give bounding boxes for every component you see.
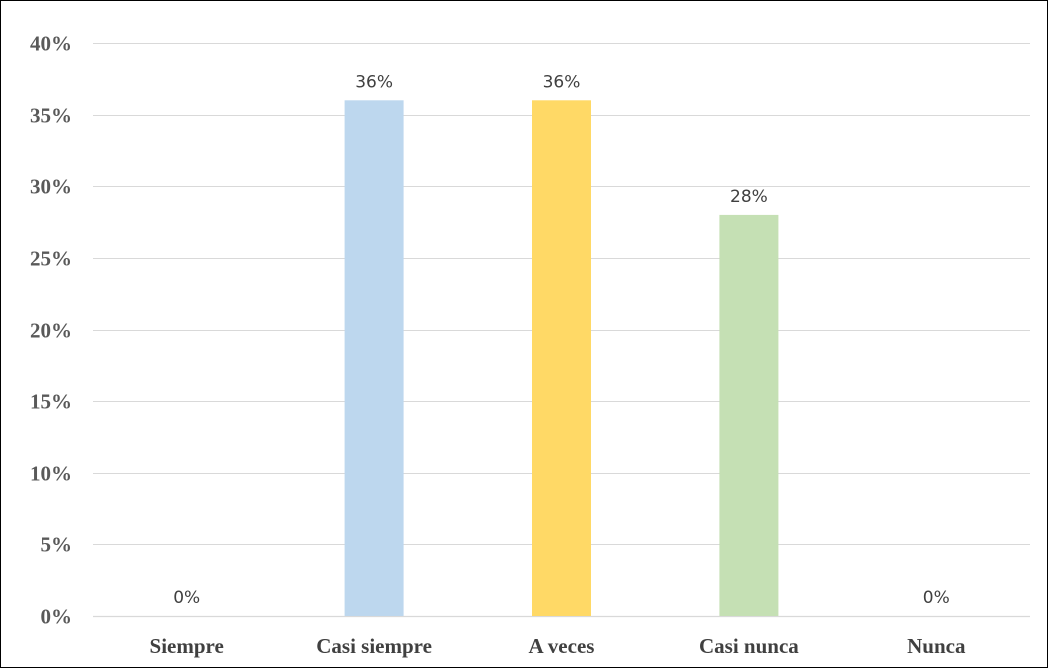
data-label: 0% [173,588,200,608]
x-tick-label: Casi nunca [699,634,799,658]
data-label: 36% [355,72,393,92]
y-tick-label: 15% [30,390,72,414]
y-tick-label: 40% [30,32,72,56]
y-tick-label: 5% [41,533,73,557]
y-tick-label: 20% [30,319,72,343]
bar-casi-siempre [344,100,404,617]
y-tick-label: 0% [41,605,73,629]
bar-a-veces [532,100,591,617]
x-tick-label: Siempre [150,634,224,658]
y-tick-label: 30% [30,175,72,199]
x-axis-tick-labels: Siempre Casi siempre A veces Casi nunca Nunc… [150,634,966,658]
y-axis-tick-labels: 0% 5% 10% 15% 20% 25% 30% 35% 40% [30,32,72,629]
bars [344,100,779,617]
x-tick-label: Nunca [907,634,966,658]
y-tick-label: 25% [30,247,72,271]
x-tick-label: A veces [529,634,595,658]
data-label: 28% [730,187,768,207]
data-labels: 0% 36% 36% 28% 0% [173,72,950,608]
data-label: 36% [543,72,581,92]
data-label: 0% [923,588,950,608]
y-tick-label: 10% [30,462,72,486]
y-tick-label: 35% [30,104,72,128]
x-tick-label: Casi siempre [316,634,432,658]
bar-casi-nunca [719,214,779,616]
